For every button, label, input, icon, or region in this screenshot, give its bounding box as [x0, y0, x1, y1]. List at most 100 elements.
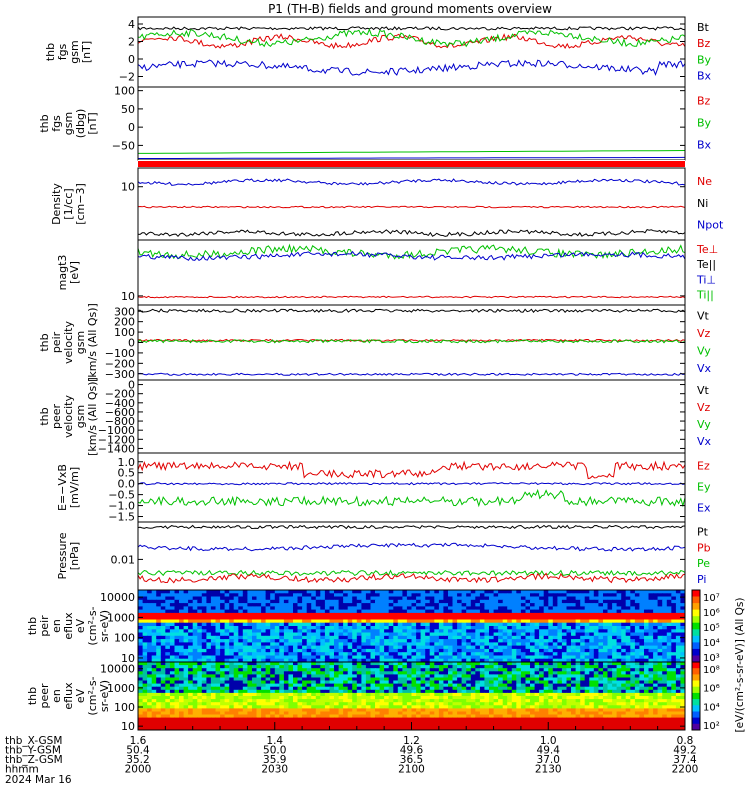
spectro-cell — [566, 680, 572, 685]
spectro-cell — [589, 662, 595, 666]
spectro-cell — [174, 629, 180, 634]
spectro-cell — [411, 689, 417, 694]
spectro-cell — [147, 671, 153, 675]
spectro-cell — [644, 662, 650, 666]
spectro-cell — [188, 689, 194, 694]
spectro-cell — [384, 680, 390, 685]
spectro-cell — [520, 699, 526, 703]
spectro-cell — [548, 696, 554, 700]
spectro-cell — [179, 616, 185, 620]
spectro-cell — [224, 622, 230, 627]
spectro-cell — [612, 629, 618, 634]
spectro-cell — [306, 696, 312, 700]
legend-entry: Te|| — [696, 258, 716, 271]
spectro-cell — [621, 612, 627, 617]
spectro-cell — [607, 590, 613, 594]
spectro-cell — [484, 689, 490, 694]
spectro-cell — [520, 648, 526, 653]
spectro-cell — [625, 632, 631, 637]
spectro-cell — [397, 705, 403, 709]
spectro-cell — [625, 696, 631, 700]
spectro-cell — [530, 662, 536, 666]
spectro-cell — [388, 590, 394, 594]
spectro-cell — [593, 674, 599, 678]
spectro-cell — [279, 677, 285, 682]
spectro-cell — [461, 711, 467, 716]
spectro-cell — [283, 629, 289, 634]
spectro-cell — [151, 648, 157, 653]
spectro-cell — [561, 609, 567, 614]
spectro-cell — [479, 652, 485, 656]
spectro-cell — [630, 635, 636, 640]
spectro-cell — [479, 702, 485, 706]
spectro-cell — [662, 642, 668, 647]
spectro-cell — [379, 590, 385, 594]
spectro-cell — [598, 662, 604, 666]
spectro-cell — [498, 702, 504, 706]
spectro-cell — [179, 692, 185, 697]
spectro-cell — [215, 642, 221, 647]
spectro-cell — [607, 711, 613, 716]
spectro-cell — [634, 593, 640, 598]
y-axis-label: thb peir en eflux eV (cm²-s-sr-eV) — [26, 606, 111, 645]
spectro-cell — [252, 622, 258, 627]
spectro-cell — [329, 609, 335, 614]
spectro-cell — [201, 593, 207, 598]
spectro-cell — [338, 616, 344, 620]
spectro-cell — [593, 689, 599, 694]
spectro-cell — [557, 596, 563, 601]
spectro-cell — [680, 642, 686, 647]
spectro-cell — [552, 658, 558, 663]
spectro-cell — [393, 648, 399, 653]
spectro-cell — [539, 677, 545, 682]
spectro-cell — [530, 692, 536, 697]
spectro-cell — [352, 689, 358, 694]
spectro-cell — [498, 606, 504, 611]
spectro-cell — [484, 593, 490, 598]
spectro-cell — [293, 668, 299, 672]
spectro-cell — [288, 711, 294, 716]
spectro-cell — [160, 635, 166, 640]
spectro-cell — [630, 655, 636, 660]
spectro-cell — [484, 671, 490, 675]
spectro-cell — [411, 648, 417, 653]
spectro-cell — [511, 629, 517, 634]
spectro-cell — [206, 702, 212, 706]
spectro-cell — [252, 689, 258, 694]
spectro-cell — [343, 639, 349, 643]
spectro-cell — [644, 626, 650, 630]
spectro-cell — [265, 593, 271, 598]
y-tick-label: −100 — [105, 347, 135, 360]
spectro-cell — [293, 655, 299, 660]
spectro-cell — [379, 692, 385, 697]
spectro-cell — [593, 702, 599, 706]
spectro-cell — [429, 705, 435, 709]
spectro-cell — [274, 648, 280, 653]
spectro-cell — [256, 668, 262, 672]
spectro-cell — [306, 686, 312, 691]
spectro-cell — [452, 671, 458, 675]
spectro-cell — [671, 590, 677, 594]
spectro-cell — [206, 699, 212, 703]
spectro-cell — [256, 609, 262, 614]
spectro-cell — [675, 642, 681, 647]
spectro-cell — [525, 708, 531, 712]
spectro-cell — [142, 680, 148, 685]
spectro-cell — [584, 665, 590, 669]
spectro-cell — [502, 689, 508, 694]
legend-entry: Pb — [697, 541, 711, 554]
spectro-cell — [233, 596, 239, 601]
spectro-cell — [438, 635, 444, 640]
spectro-cell — [539, 655, 545, 660]
spectro-cell — [557, 619, 563, 624]
spectro-cell — [539, 702, 545, 706]
spectro-cell — [616, 708, 622, 712]
spectro-cell — [653, 702, 659, 706]
spectro-cell — [648, 616, 654, 620]
spectro-cell — [138, 590, 144, 594]
spectro-cell — [397, 689, 403, 694]
spectro-cell — [169, 652, 175, 656]
spectro-cell — [507, 639, 513, 643]
spectro-cell — [215, 639, 221, 643]
spectro-cell — [343, 609, 349, 614]
